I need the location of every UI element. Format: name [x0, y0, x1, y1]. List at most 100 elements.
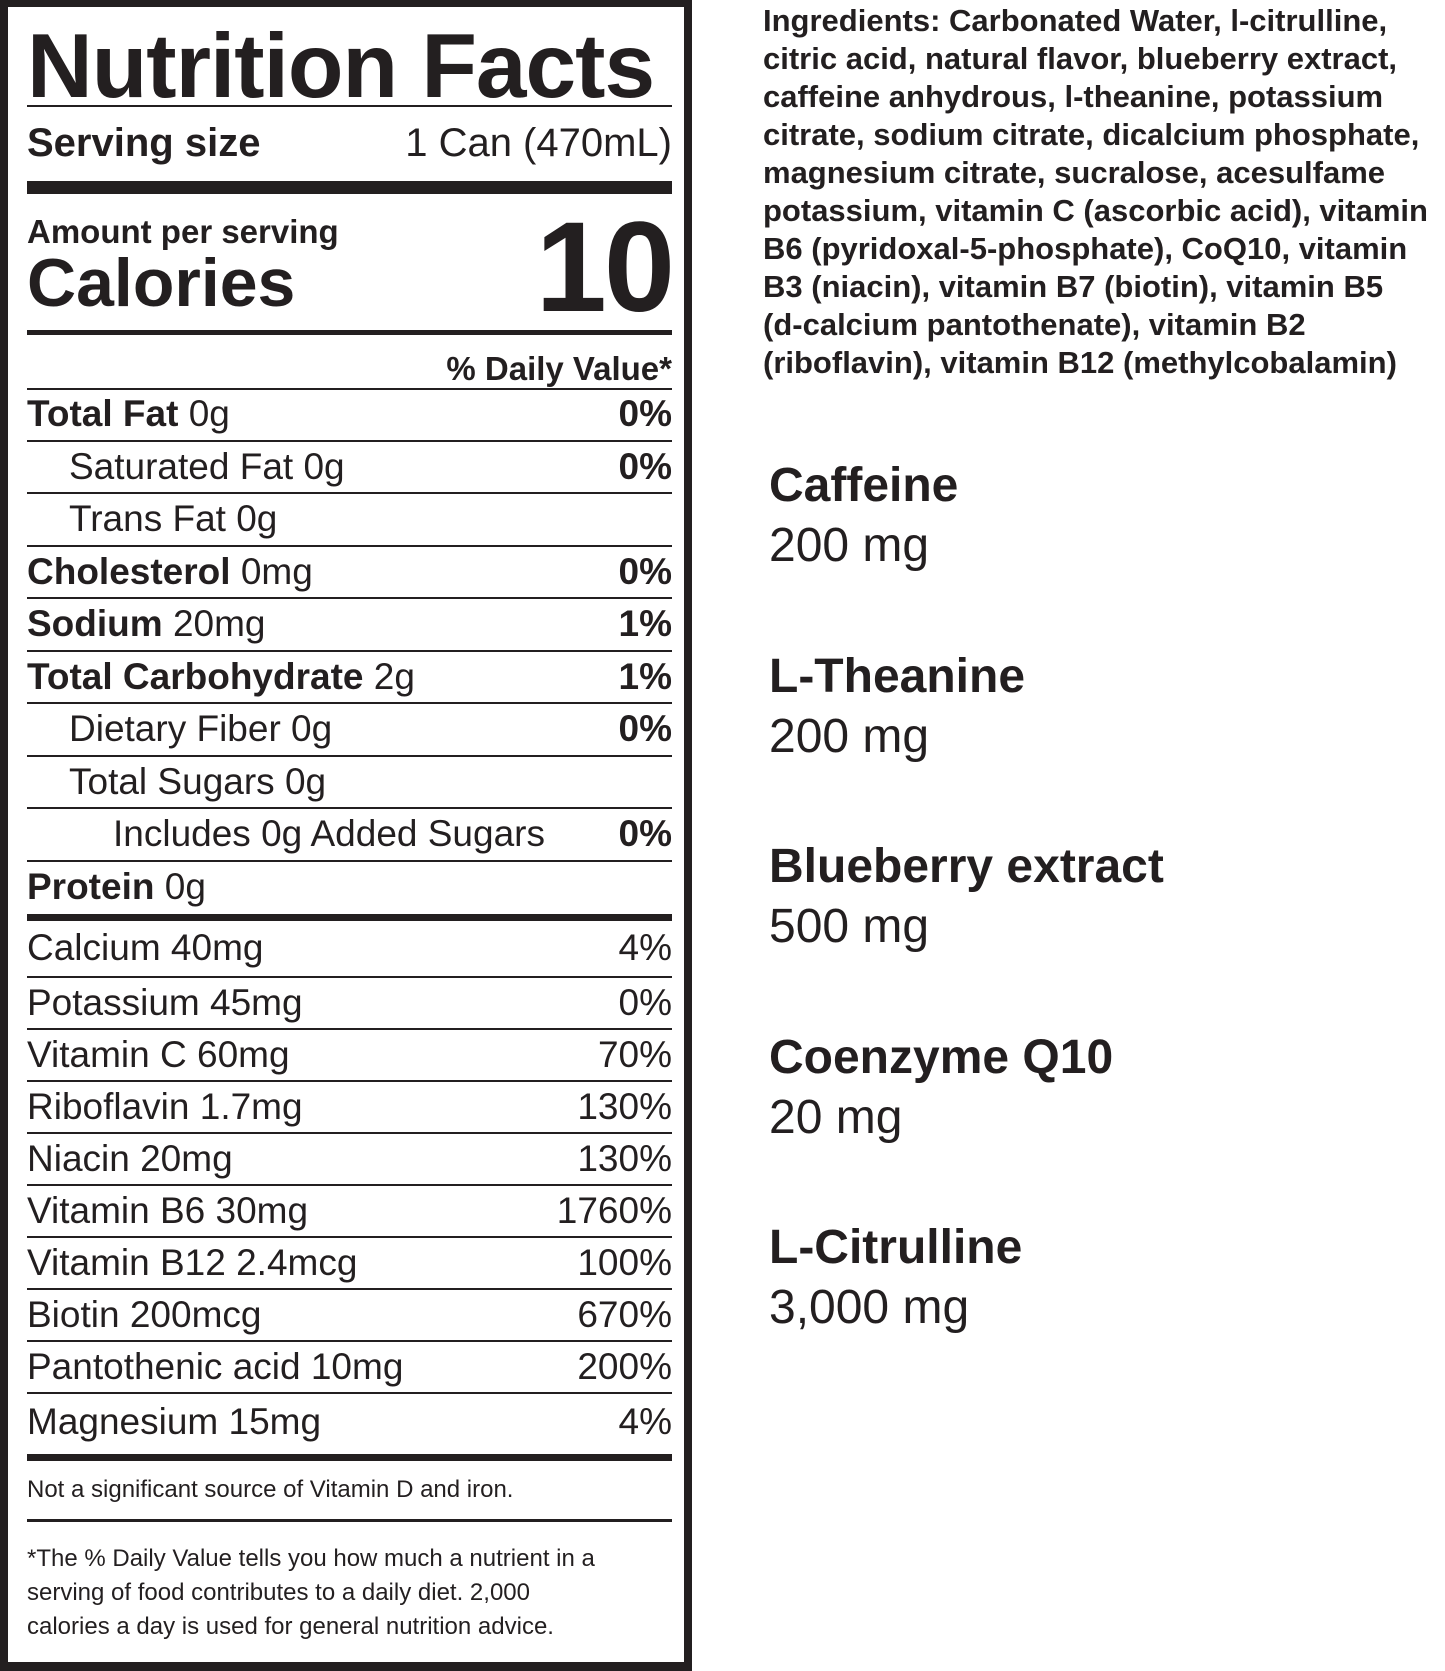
- ingredients-line: (riboflavin), vitamin B12 (methylcobalam…: [763, 345, 1397, 380]
- calories-label: Calories: [27, 245, 296, 321]
- vitamin-list: Calcium 40mg 4% Potassium 45mg 0% Vitamin C …: [27, 920, 672, 1449]
- daily-value-percent: 0%: [618, 813, 672, 855]
- nutrient-amount: 0mg: [240, 550, 313, 592]
- daily-value-percent: 130%: [577, 1138, 672, 1179]
- thick-divider: [27, 181, 672, 194]
- active-ingredient-name: L-Theanine: [769, 649, 1026, 703]
- serving-size-row: Serving size 1 Can (470mL): [27, 117, 672, 169]
- daily-value-percent: 4%: [618, 1400, 672, 1442]
- nutrient-amount: 2g: [373, 655, 415, 697]
- ingredients-line: caffeine anhydrous, l-theanine, potassiu…: [763, 79, 1384, 114]
- daily-value-percent: 0%: [618, 982, 672, 1023]
- thick-divider: [27, 1454, 672, 1461]
- active-ingredient: L-Citrulline 3,000 mg: [769, 1218, 1022, 1338]
- divider: [27, 105, 672, 107]
- active-ingredient-name: Blueberry extract: [769, 840, 1164, 893]
- vitamin-label: Vitamin B6 30mg: [27, 1190, 309, 1231]
- active-ingredient: L-Theanine 200 mg: [769, 647, 1025, 767]
- vitamin-row: Magnesium 15mg 4%: [27, 1394, 672, 1449]
- ingredients-line: B6 (pyridoxal-5-phosphate), CoQ10, vitam…: [763, 231, 1408, 266]
- active-ingredient-amount: 500 mg: [769, 900, 930, 953]
- nutrient-name: Total Carbohydrate: [27, 655, 364, 697]
- vitamin-row: Vitamin C 60mg 70%: [27, 1030, 672, 1082]
- vitamin-label: Calcium 40mg: [27, 927, 264, 968]
- nutrient-list: Total Fat 0g 0% Saturated Fat 0g 0% Trans F…: [27, 389, 672, 912]
- nutrient-amount: 0g: [164, 865, 206, 907]
- active-ingredient-amount: 20 mg: [769, 1090, 903, 1144]
- nutrient-row: Saturated Fat 0g 0%: [27, 442, 672, 494]
- daily-value-percent: 100%: [577, 1242, 672, 1283]
- active-ingredient: Caffeine 200 mg: [769, 456, 958, 576]
- active-ingredient-amount: 200 mg: [769, 709, 930, 763]
- daily-value-percent: 0%: [618, 550, 672, 592]
- daily-value-footnote: *The % Daily Value tells you how much a …: [27, 1542, 672, 1644]
- nutrient-label: Total Sugars 0g: [27, 761, 326, 803]
- nutrient-amount: 0g: [188, 393, 230, 435]
- footnote-line: serving of food contributes to a daily d…: [27, 1579, 530, 1606]
- active-ingredient-name: Coenzyme Q10: [769, 1030, 1114, 1084]
- active-ingredient-name: L-Citrulline: [769, 1221, 1023, 1274]
- nutrient-name: Saturated Fat 0g: [69, 445, 345, 487]
- nutrient-row: Total Carbohydrate 2g 1%: [27, 652, 672, 704]
- vitamin-row: Niacin 20mg 130%: [27, 1134, 672, 1186]
- ingredients-line: (d-calcium pantothenate), vitamin B2: [763, 307, 1306, 342]
- daily-value-percent: 1%: [618, 655, 672, 697]
- medium-divider: [27, 330, 672, 335]
- nutrient-row: Total Sugars 0g: [27, 757, 672, 809]
- daily-value-percent: 200%: [577, 1346, 672, 1387]
- footnote-line: calories a day is used for general nutri…: [27, 1613, 554, 1640]
- ingredients-line: B3 (niacin), vitamin B7 (biotin), vitami…: [763, 269, 1384, 304]
- daily-value-percent: 130%: [577, 1086, 672, 1127]
- nutrient-row: Cholesterol 0mg 0%: [27, 547, 672, 599]
- daily-value-header: % Daily Value*: [446, 350, 672, 387]
- ingredients-line: magnesium citrate, sucralose, acesulfame: [763, 155, 1386, 190]
- nutrient-name: Protein: [27, 865, 155, 907]
- nutrient-name: Trans Fat 0g: [69, 498, 278, 540]
- nutrient-row: Dietary Fiber 0g 0%: [27, 704, 672, 757]
- nutrient-label: Trans Fat 0g: [27, 498, 277, 540]
- amount-per-serving: Amount per serving: [27, 213, 339, 250]
- daily-value-percent: 1%: [618, 603, 672, 645]
- vitamin-row: Biotin 200mcg 670%: [27, 1290, 672, 1342]
- vitamin-row: Pantothenic acid 10mg 200%: [27, 1342, 672, 1394]
- nutrient-label: Total Carbohydrate 2g: [27, 656, 415, 698]
- vitamin-row: Calcium 40mg 4%: [27, 920, 672, 978]
- vitamin-row: Vitamin B12 2.4mcg 100%: [27, 1238, 672, 1290]
- active-ingredient-name: Caffeine: [769, 459, 959, 512]
- serving-size-label: Serving size: [27, 120, 261, 165]
- ingredients-line: Ingredients: Carbonated Water, l-citrull…: [763, 3, 1388, 38]
- vitamin-label: Riboflavin 1.7mg: [27, 1086, 303, 1127]
- nutrient-amount: 20mg: [172, 603, 266, 645]
- nutrient-name: Total Sugars 0g: [69, 760, 327, 802]
- nutrition-facts-title: Nutrition Facts: [27, 16, 655, 117]
- daily-value-percent: 70%: [597, 1034, 672, 1075]
- daily-value-percent: 4%: [618, 927, 672, 968]
- active-ingredient: Blueberry extract 500 mg: [769, 837, 1164, 957]
- divider: [27, 388, 672, 390]
- nutrient-name: Includes 0g Added Sugars: [113, 813, 545, 855]
- daily-value-percent: 0%: [618, 393, 672, 435]
- active-ingredient-amount: 200 mg: [769, 519, 930, 572]
- vitamin-label: Magnesium 15mg: [27, 1400, 322, 1442]
- vitamin-row: Potassium 45mg 0%: [27, 978, 672, 1030]
- daily-value-percent: 670%: [577, 1294, 672, 1335]
- nutrient-row: Includes 0g Added Sugars 0%: [27, 809, 672, 862]
- nutrient-label: Cholesterol 0mg: [27, 551, 313, 593]
- nutrient-label: Saturated Fat 0g: [27, 446, 345, 488]
- vitamin-label: Niacin 20mg: [27, 1138, 233, 1179]
- nutrient-label: Protein 0g: [27, 866, 206, 908]
- nutrient-label: Sodium 20mg: [27, 603, 266, 645]
- nutrient-label: Dietary Fiber 0g: [27, 708, 332, 750]
- vitamin-label: Vitamin B12 2.4mcg: [27, 1242, 358, 1283]
- ingredients-line: citric acid, natural flavor, blueberry e…: [763, 41, 1398, 76]
- daily-value-percent: 1760%: [556, 1190, 672, 1231]
- thick-divider: [27, 914, 672, 921]
- nutrient-row: Sodium 20mg 1%: [27, 599, 672, 652]
- ingredients-line: potassium, vitamin C (ascorbic acid), vi…: [763, 193, 1428, 228]
- nutrient-name: Dietary Fiber 0g: [69, 708, 333, 750]
- vitamin-label: Vitamin C 60mg: [27, 1034, 290, 1075]
- active-ingredient-amount: 3,000 mg: [769, 1281, 970, 1334]
- vitamin-label: Biotin 200mcg: [27, 1294, 262, 1335]
- nutrient-label: Total Fat 0g: [27, 393, 230, 435]
- not-significant-note: Not a significant source of Vitamin D an…: [27, 1476, 514, 1503]
